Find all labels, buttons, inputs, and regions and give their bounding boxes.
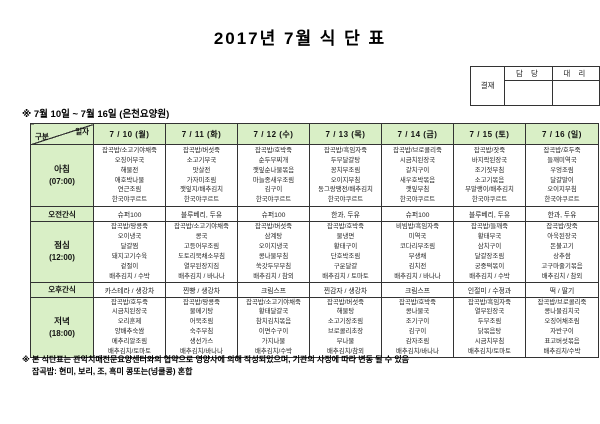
row-label-breakfast: 아침 (07:00) [30,144,94,207]
snack-cell: 한과, 두유 [309,206,382,222]
day-header-thu: 7 / 13 (목) [309,123,382,145]
approval-box: 결재 담 당 대 리 [469,66,600,106]
snack-cell: 카스테라 / 생강차 [93,281,166,298]
menu-cell: 잡곡밥/호두죽 시금치된장국 오리훈제 양배추숙쌈 메추리알조림 배추김치/토마… [93,296,166,359]
day-header-row: 일자 구분 7 / 10 (월) 7 / 11 (화) 7 / 12 (수) 7… [30,123,599,145]
row-label-text: 저녁 [54,315,70,326]
row-label-time: (18:00) [49,328,75,338]
approval-sign-cell [551,80,600,106]
menu-cell: 잡곡밥/브로콜리죽 콩나물김치국 오징어채조림 자반구이 표고버섯볶음 배추김치… [525,296,599,359]
menu-cell: 잡곡밥/호두죽 들깨미역국 우엉조림 달걀말이 오이지무침 한국야쿠르트 [525,144,599,207]
row-label-text: 아침 [54,164,70,175]
lunch-row: 점심 (12:00) 잡곡밥/땅콩죽 오이냉국 달걀찜 돼지고기수육 겉절이 배… [30,221,599,283]
afternoon-snack-row: 오후간식 카스테라 / 생강차 찐빵 / 생강차 크림스프 찐감자 / 생강차 … [30,281,599,298]
snack-cell: 한과, 두유 [525,206,599,222]
menu-cell: 잡곡밥/호박죽 순두부찌개 깻잎순나물볶음 마늘종새우조림 김구이 한국야쿠르트 [237,144,310,207]
snack-cell: 크림스프 [237,281,310,298]
menu-cell: 잡곡밥/땅콩죽 오이냉국 달걀찜 돼지고기수육 겉절이 배추김치 / 수박 [93,221,166,283]
snack-cell: 슈퍼100 [381,206,454,222]
menu-cell: 잡곡밥/소고기야채죽 오징어무국 해물전 애호박나물 연근조림 한국야쿠르트 [93,144,166,207]
day-header-tue: 7 / 11 (화) [165,123,238,145]
menu-cell: 잡곡밥/버섯죽 소고기무국 맛살전 가자미조림 깻잎지/배추김치 한국야쿠르트 [165,144,238,207]
approval-stamp-label: 결재 [469,66,506,106]
footnote-source: ※ 본 식단표는 관악치매전문요양센터와의 협약으로 영양사에 의해 작성되었으… [22,355,410,364]
breakfast-row: 아침 (07:00) 잡곡밥/소고기야채죽 오징어무국 해물전 애호박나물 연근… [30,144,599,207]
menu-cell: 잡곡밥/흑임자죽 두부달걀탕 꽁치무조림 오이지무침 동그랑땡전/배추김치 한국… [309,144,382,207]
row-label-lunch: 점심 (12:00) [30,221,94,283]
menu-cell: 잡곡밥/버섯죽 해물탕 소고기장조림 브로콜리초장 무나물 배추김치/참외 [309,296,382,359]
day-header-sat: 7 / 15 (토) [453,123,526,145]
menu-cell: 잡곡밥/들깨죽 황태무국 삼치구이 달걀장조림 궁중떡볶이 배추김치 / 수박 [453,221,526,283]
footnote-grain-mix: 잡곡밥: 현미, 보리, 조, 흑미 콩또는(넝쿨콩) 혼합 [32,366,193,376]
menu-cell: 잡곡밥/흑임자죽 열무된장국 두부조림 닭볶음탕 시금치무침 배추김치/토마토 [453,296,526,359]
row-label-time: (12:00) [49,253,75,263]
snack-cell: 떡 / 딸기 [525,281,599,298]
row-label-morning-snack: 오전간식 [30,206,94,222]
menu-cell: 잡곡밥/소고기야채죽 황태달걀국 참치김치볶음 이면수구이 가지나물 배추김치/… [237,296,310,359]
row-label-time: (07:00) [49,176,75,186]
row-label-afternoon-snack: 오후간식 [30,281,94,298]
menu-cell: 잡곡밥/땅콩죽 물메기탕 어묵조림 숙주무침 생선가스 배추김치/바나나 [165,296,238,359]
menu-cell: 잡곡밥/브로콜리죽 시금치된장국 갈치구이 새우호박볶음 깻잎무침 한국야쿠르트 [381,144,454,207]
page-title: 2017년 7월 식 단 표 [213,29,387,48]
snack-cell: 슈퍼100 [237,206,310,222]
snack-cell: 크림스프 [381,281,454,298]
corner-category-label: 구분 [35,132,49,141]
corner-date-label: 일자 [75,127,89,136]
snack-cell: 블루베리, 두유 [165,206,238,222]
period-note: ※ 7월 10일 ~ 7월 16일 (은천요양원) [22,109,170,120]
approval-col-manager: 담 당 [504,66,553,81]
day-header-sun: 7 / 16 (일) [525,123,599,145]
menu-cell: 잡곡밥/잣죽 바지락된장국 조기젓무침 소고기볶음 무말랭이/배추김치 한국야쿠… [453,144,526,207]
meal-plan-table: 일자 구분 7 / 10 (월) 7 / 11 (화) 7 / 12 (수) 7… [30,123,599,359]
row-label-text: 점심 [54,240,70,251]
menu-cell: 잡곡밥/버섯죽 삼계탕 오이지냉국 콩나물무침 쑥갓두부무침 배추김치 / 참외 [237,221,310,283]
snack-cell: 슈퍼100 [93,206,166,222]
row-label-dinner: 저녁 (18:00) [30,296,94,359]
menu-cell: 잡곡밥/소고기야채죽 콩국 고등어무조림 도토리묵채소무침 열무된장지짐 배추김… [165,221,238,283]
snack-cell: 찐감자 / 생강차 [309,281,382,298]
approval-sign-cell [504,80,553,106]
menu-cell: 잡곡밥/잣죽 아욱된장국 돈불고기 상추쌈 고구마줄기볶음 배추김치 / 참외 [525,221,599,283]
dinner-row: 저녁 (18:00) 잡곡밥/호두죽 시금치된장국 오리훈제 양배추숙쌈 메추리… [30,296,599,359]
menu-cell: 비빔밥/흑임자죽 미역국 코다리무조림 무생채 김치전 배추김치 / 바나나 [381,221,454,283]
menu-cell: 잡곡밥/호박죽 물냉면 황태구이 단호박조림 구운달걀 배추김치 / 토마토 [309,221,382,283]
day-header-mon: 7 / 10 (월) [93,123,166,145]
morning-snack-row: 오전간식 슈퍼100 블루베리, 두유 슈퍼100 한과, 두유 슈퍼100 블… [30,206,599,222]
corner-cell: 일자 구분 [30,123,94,145]
day-header-wed: 7 / 12 (수) [237,123,310,145]
menu-cell: 잡곡밥/호박죽 콩나물국 조기구이 김구이 감자조림 배추김치/바나나 [381,296,454,359]
snack-cell: 인절미 / 수정과 [453,281,526,298]
snack-cell: 블루베리, 두유 [453,206,526,222]
snack-cell: 찐빵 / 생강차 [165,281,238,298]
footnotes: ※ 본 식단표는 관악치매전문요양센터와의 협약으로 영양사에 의해 작성되었으… [22,354,409,377]
day-header-fri: 7 / 14 (금) [381,123,454,145]
approval-col-deputy: 대 리 [551,66,600,81]
